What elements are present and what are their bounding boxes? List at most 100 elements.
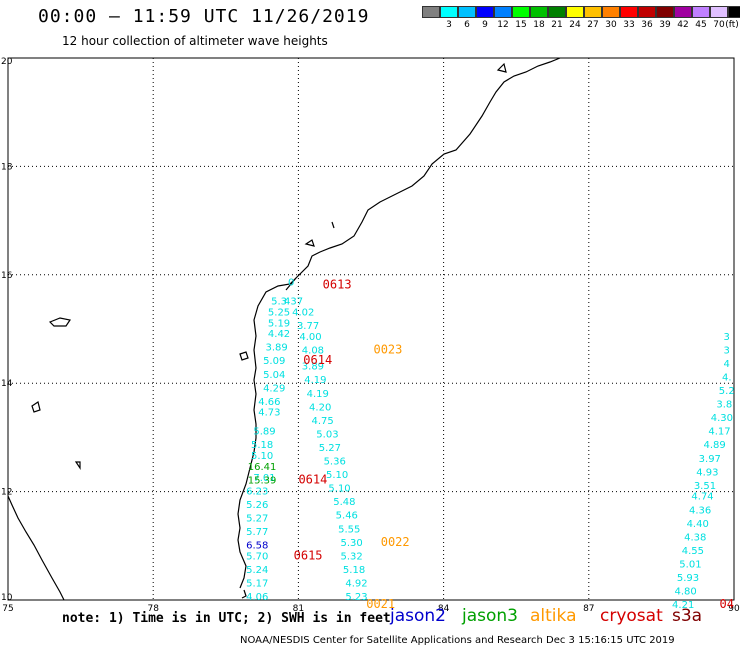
scale-label: 15 [515,20,527,30]
scale-swatch [458,6,476,18]
wave-height-reading: 5.09 [263,356,285,367]
x-tick-label: 78 [147,604,159,614]
wave-height-reading: 5.17 [246,578,268,589]
wave-height-reading: 4.40 [687,519,709,530]
wave-height-reading: 3.8 [716,400,732,411]
satellite-legend-s3a: s3a [672,606,703,626]
wave-height-reading: 5.36 [324,457,346,468]
wave-height-reading: 5.30 [341,538,363,549]
scale-swatch [602,6,620,18]
altika-pass-time: 0021 [366,597,395,611]
cryosat-pass-time: 0614 [298,472,327,486]
wave-height-reading: 5.93 [677,573,699,584]
wave-height-reading: 5.18 [251,440,273,451]
x-tick-label: 90 [728,604,740,614]
wave-height-reading: 5.3 [271,297,287,308]
wave-height-reading: 437 [284,297,303,308]
x-tick-label: 81 [293,604,304,614]
scale-swatch [440,6,458,18]
altika-pass-time: 0022 [381,535,410,549]
scale-label: 9 [482,20,488,30]
wave-height-reading: 4.66 [258,397,280,408]
scale-swatch [584,6,602,18]
y-tick-label: 18 [1,162,13,172]
cryosat-pass-time: 0613 [323,277,352,291]
credit-line: NOAA/NESDIS Center for Satellite Applica… [240,635,675,646]
map-subtitle: 12 hour collection of altimeter wave hei… [62,34,328,48]
wave-height-reading: 5.04 [263,370,285,381]
wave-height-reading: 5.03 [316,429,338,440]
x-tick-label: 75 [2,604,13,614]
scale-label: 45 [695,20,707,30]
satellite-legend-jason2: jason2 [390,606,446,626]
altika-pass-time: 0023 [373,342,402,356]
scale-label: 12 [497,20,509,30]
wave-height-reading: 5.01 [679,559,701,570]
wave-height-reading: 4.19 [307,389,329,400]
map-frame [7,57,735,601]
wave-height-reading: 5.23 [345,592,367,603]
wave-height-reading: 5.27 [246,513,268,524]
scale-swatch [728,6,740,18]
wave-height-reading: 4.89 [704,440,726,451]
scale-label: 36 [641,20,653,30]
wave-height-reading: 5.46 [336,511,358,522]
scale-swatch [494,6,512,18]
wave-height-reading: 4.29 [263,383,285,394]
wave-height-reading: 5.18 [343,565,365,576]
wave-height-reading: 5.89 [253,427,275,438]
wave-height-reading: 5.70 [246,551,268,562]
cryosat-pass-time: 04 [720,597,734,611]
wave-height-reading: 4.21 [672,600,694,611]
scale-label: 3 [446,20,452,30]
wave-height-reading: 4.75 [311,416,333,427]
wave-height-reading: 15.39 [248,475,277,486]
scale-swatch [620,6,638,18]
cryosat-pass-time: 0615 [294,548,323,562]
wave-height-reading: 4.38 [684,532,706,543]
wave-height-reading: 5.48 [333,497,355,508]
scale-swatch [674,6,692,18]
scale-swatch [422,6,440,18]
scale-swatch [476,6,494,18]
wave-height-reading: 3.51 [694,481,716,492]
scale-swatch [530,6,548,18]
wave-height-reading: 4.55 [682,546,704,557]
wave-height-reading: 4.00 [299,332,321,343]
satellite-legend-altika: altika [530,606,577,626]
wave-height-reading: 5.32 [341,551,363,562]
wave-height-color-scale: 3 6 9 12 15 18 21 24 27 30 33 36 39 42 45 70 (ft) [422,6,740,30]
scale-label: 18 [533,20,545,30]
y-tick-label: 20 [1,57,13,67]
wave-height-reading: 5.24 [246,565,268,576]
wave-height-reading: 5.10 [251,451,273,462]
y-tick-label: 14 [1,379,13,389]
wave-height-reading: 4 [724,359,730,370]
scale-label: 21 [551,20,563,30]
scale-label: 39 [659,20,671,30]
scale-label: 6 [464,20,470,30]
scale-swatch [692,6,710,18]
wave-height-reading: 7.01 [253,473,275,484]
cryosat-pass-time: 0614 [303,353,332,367]
wave-height-reading: 3.89 [302,362,324,373]
wave-height-reading: 5.26 [246,500,268,511]
wave-height-reading: 5.27 [319,443,341,454]
graticule: 75 78 81 84 87 90 10 12 14 16 18 20 [1,57,740,614]
wave-height-reading: 3.97 [699,454,721,465]
wave-height-reading: 4.42 [268,329,290,340]
wave-height-reading: 4.17 [708,427,730,438]
footer-note: note: 1) Time is in UTC; 2) SWH is in fe… [62,611,391,626]
wave-height-reading: 4.19 [304,375,326,386]
wave-height-reading: 5.55 [338,524,360,535]
scale-label: 70 [713,20,725,30]
wave-height-reading: 5.25 [268,307,290,318]
y-tick-label: 16 [1,271,13,281]
wave-height-reading: 5.10 [328,484,350,495]
scale-swatch [656,6,674,18]
scale-label: 27 [587,20,599,30]
wave-height-reading: 6.58 [246,541,268,552]
scale-swatch [710,6,728,18]
